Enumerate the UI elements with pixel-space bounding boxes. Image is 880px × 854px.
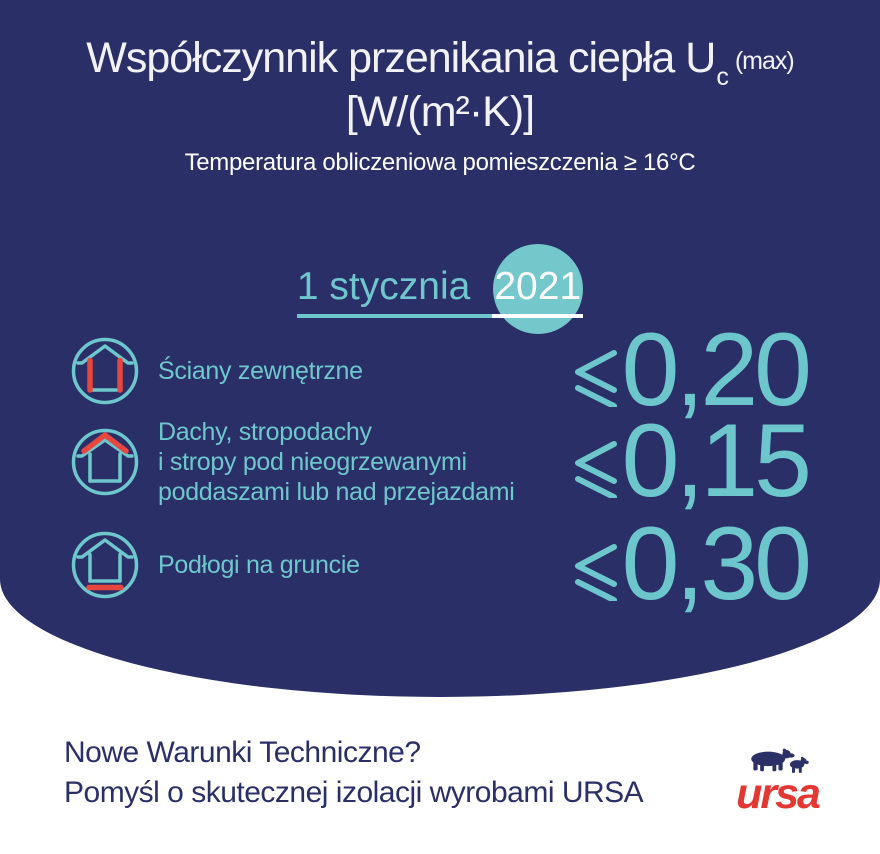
footer-line1: Nowe Warunki Techniczne? bbox=[64, 736, 421, 769]
house-roof-icon bbox=[71, 428, 139, 496]
row-floors: Podłogi na gruncie 0,30 bbox=[70, 512, 812, 616]
date-year: 2021 bbox=[492, 265, 584, 318]
less-equal-icon bbox=[574, 441, 617, 498]
title-max-suffix: (max) bbox=[734, 47, 795, 75]
ursa-wordmark: ursa bbox=[736, 770, 821, 818]
row-number: 0,30 bbox=[621, 506, 812, 623]
ursa-logo: ursa bbox=[725, 748, 830, 816]
page-title: Współczynnik przenikania ciepła Uc(max) bbox=[0, 34, 880, 92]
title-text: Współczynnik przenikania ciepła U bbox=[86, 34, 716, 82]
row-label: Dachy, stropodachy i stropy pod nieogrze… bbox=[158, 418, 515, 506]
units-label: [W/(m²·K)] bbox=[345, 88, 535, 136]
hero-panel: Współczynnik przenikania ciepła Uc(max) … bbox=[0, 0, 880, 697]
footer-line2: Pomyśl o skutecznej izolacji wyrobami UR… bbox=[64, 776, 644, 809]
title-subscript: c bbox=[716, 63, 728, 91]
row-value: 0,20 bbox=[573, 312, 812, 429]
date-prefix: 1 stycznia bbox=[296, 265, 493, 318]
footer-text: Nowe Warunki Techniczne? Pomyśl o skutec… bbox=[64, 733, 644, 813]
row-number: 0,20 bbox=[621, 312, 812, 429]
subtitle: Temperatura obliczeniowa pomieszczenia ≥… bbox=[184, 149, 696, 176]
polar-bears-icon bbox=[750, 748, 809, 773]
row-value: 0,30 bbox=[573, 506, 812, 623]
row-label: Podłogi na gruncie bbox=[158, 551, 360, 579]
row-label: Ściany zewnętrzne bbox=[158, 357, 363, 385]
row-external-walls: Ściany zewnętrzne 0,20 bbox=[70, 318, 812, 422]
house-floor-icon bbox=[71, 531, 139, 599]
row-number: 0,15 bbox=[621, 403, 812, 520]
effective-date: 1 stycznia 2021 bbox=[0, 244, 880, 335]
house-walls-icon bbox=[71, 337, 139, 405]
row-roofs: Dachy, stropodachy i stropy pod nieogrze… bbox=[70, 403, 812, 520]
row-value: 0,15 bbox=[573, 403, 812, 520]
year-circle bbox=[492, 244, 583, 335]
date-year-wrap: 2021 bbox=[492, 244, 584, 335]
less-equal-icon bbox=[574, 544, 617, 601]
less-equal-icon bbox=[574, 350, 617, 407]
